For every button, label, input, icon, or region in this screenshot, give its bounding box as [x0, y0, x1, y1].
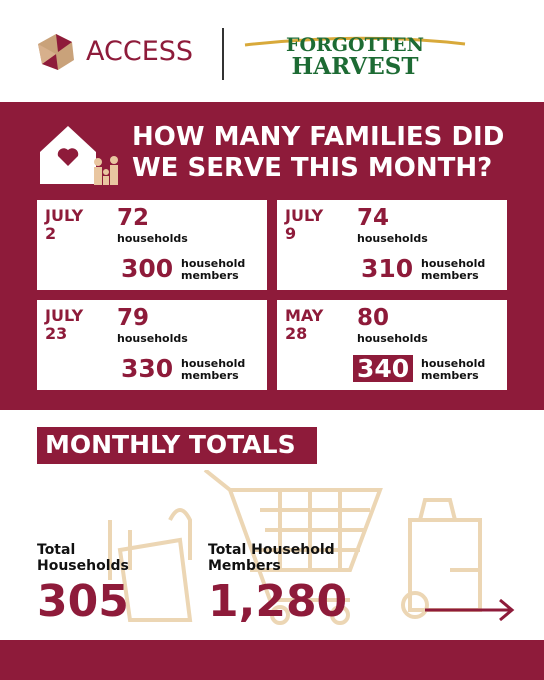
access-logo: ACCESS	[86, 36, 194, 67]
members-label: household	[181, 357, 246, 370]
members: 340	[353, 355, 414, 382]
members-label: members	[181, 269, 239, 282]
households-label: Total Households	[37, 542, 129, 574]
members: 310	[361, 254, 414, 283]
wheat	[244, 36, 466, 47]
title-line: HOW MANY FAMILIES DID	[132, 122, 505, 152]
members-label: members	[421, 269, 479, 282]
members-label: household	[421, 357, 486, 370]
members-label: household	[421, 257, 486, 270]
households: 74	[357, 205, 390, 231]
households-label: households	[117, 332, 188, 345]
label-line: Members	[208, 558, 281, 575]
date: 28	[285, 324, 308, 343]
members: 330	[121, 354, 174, 383]
label-line: Total	[37, 542, 76, 558]
logo-line: HARVEST	[291, 53, 419, 80]
date-card: MAY 28 80 households 340 household members	[277, 300, 507, 390]
members-label: members	[181, 369, 239, 382]
logo-line: FORGOTTEN	[285, 34, 425, 56]
house-icon	[40, 126, 118, 185]
date-card: JULY 23 79 households 330 household members	[37, 300, 267, 390]
divider	[222, 28, 224, 80]
date: MAY	[285, 306, 324, 325]
label-line: Total Household	[208, 542, 335, 558]
totals-heading: MONTHLY TOTALS	[37, 427, 317, 464]
date: JULY	[285, 206, 324, 225]
title-line: WE SERVE THIS MONTH?	[132, 153, 493, 184]
forgotten-harvest-logo: FORGOTTEN HARVEST	[270, 34, 440, 80]
date-card: JULY 9 74 households 310 household members	[277, 200, 507, 290]
footer-band	[0, 640, 544, 680]
households: 79	[117, 305, 150, 331]
members-label: Total Household Members	[208, 542, 335, 574]
households-total: 305	[37, 576, 129, 627]
households: 80	[357, 305, 390, 331]
title: HOW MANY FAMILIES DID WE SERVE THIS MONT…	[132, 122, 504, 184]
label-line: Households	[37, 558, 129, 575]
date: JULY	[45, 306, 84, 325]
households-label: households	[357, 232, 428, 245]
members-label: household	[181, 257, 246, 270]
households-label: households	[357, 332, 428, 345]
members: 300	[121, 254, 174, 283]
date: 2	[45, 224, 57, 243]
members-total: 1,280	[208, 576, 348, 627]
households-label: households	[117, 232, 188, 245]
illustrations	[108, 470, 515, 625]
date: JULY	[45, 206, 84, 225]
date-card: JULY 2 72 households 300 household members	[37, 200, 267, 290]
date: 23	[45, 324, 68, 343]
members-label: members	[421, 369, 479, 382]
access-logo-icon	[38, 34, 74, 70]
households: 72	[117, 205, 150, 231]
date: 9	[285, 224, 297, 243]
